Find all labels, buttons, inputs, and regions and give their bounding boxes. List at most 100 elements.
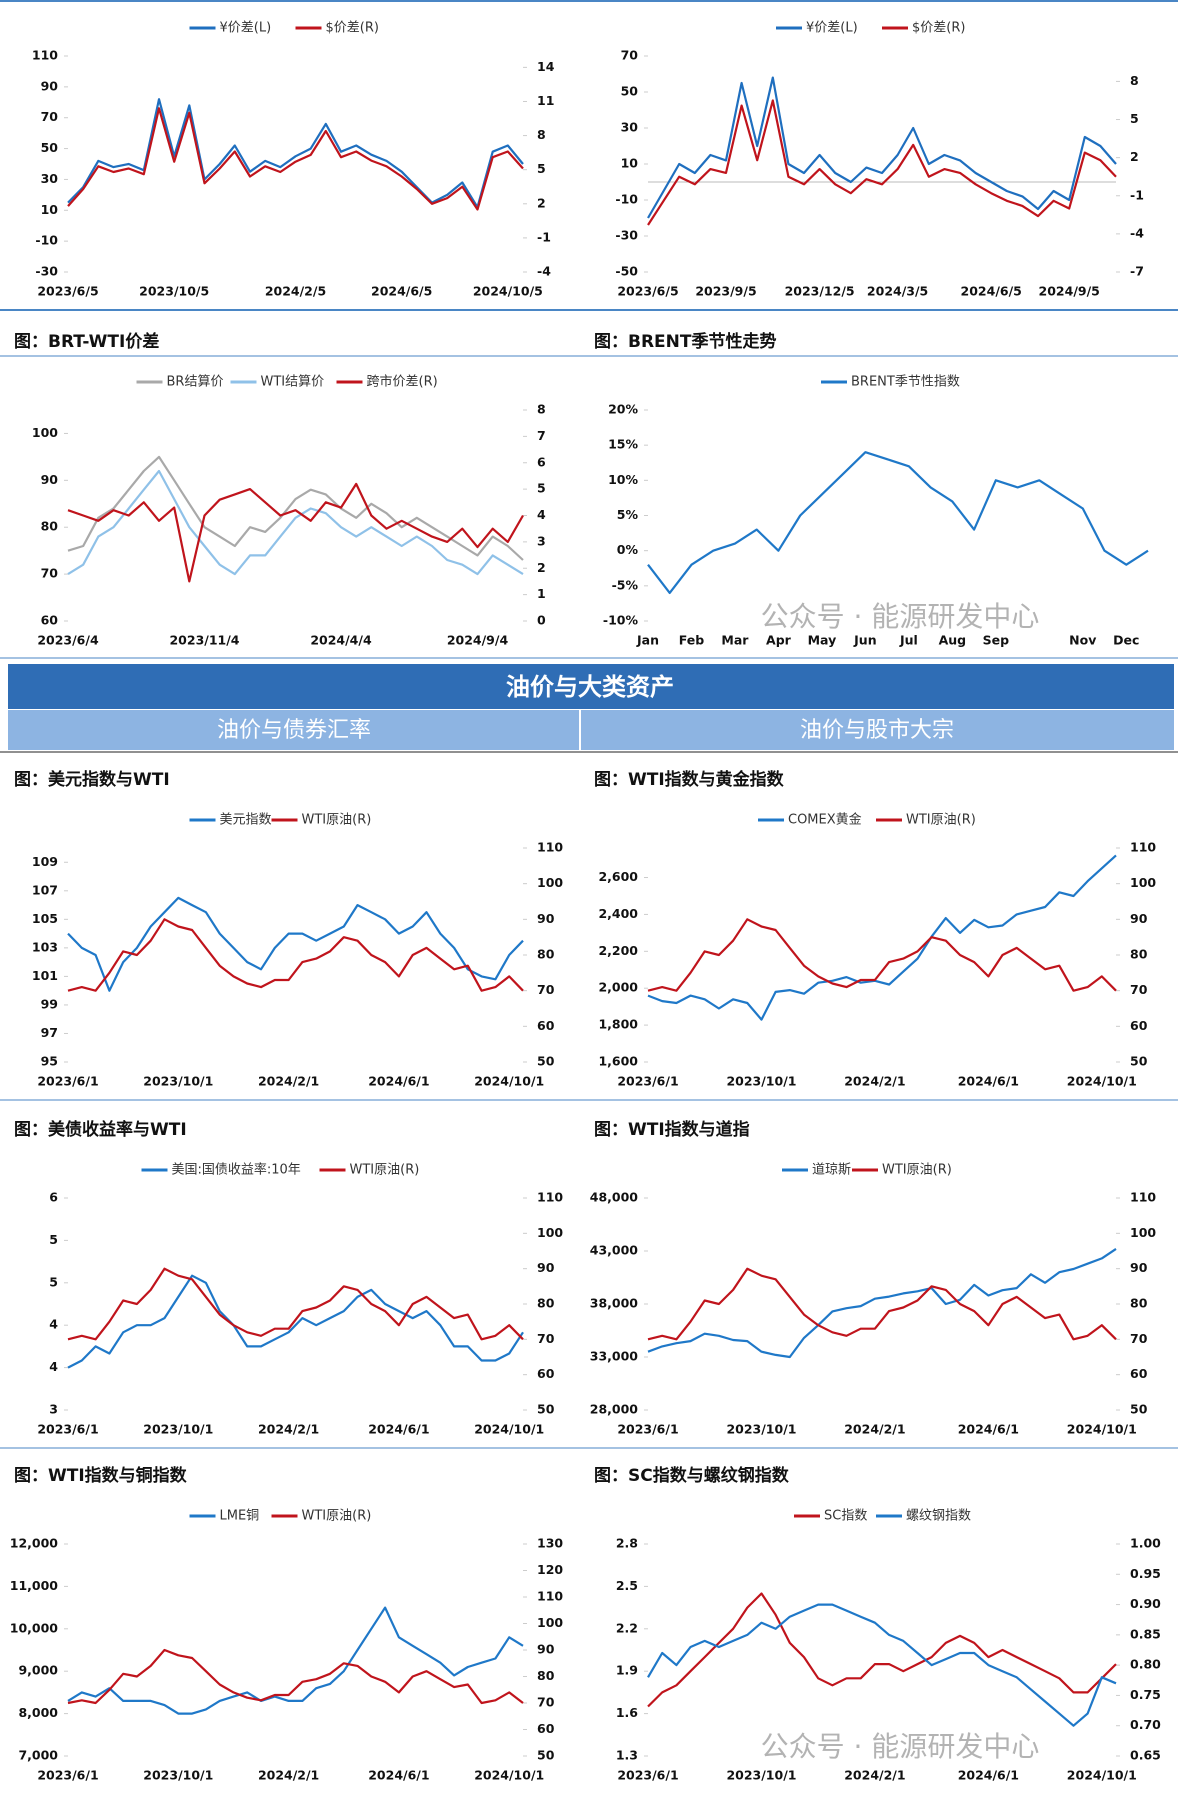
y2-tick-label: 120 <box>537 1562 563 1577</box>
series-line <box>67 1648 524 1705</box>
y2-tick-label: 60 <box>537 1721 555 1736</box>
series-line <box>67 1274 524 1369</box>
y-tick-label: -30 <box>615 228 638 243</box>
y2-tick-label: 5 <box>1130 111 1139 126</box>
y2-tick-label: 2 <box>537 560 546 575</box>
x-tick-label: 2024/9/5 <box>1039 284 1100 299</box>
y-tick-label: 10 <box>621 156 639 171</box>
y2-tick-label: 100 <box>537 1615 563 1630</box>
tab[interactable] <box>8 710 579 750</box>
y2-tick-label: 90 <box>1130 1260 1148 1275</box>
y-tick-label: 5% <box>617 507 639 522</box>
y2-tick-label: 50 <box>537 1402 555 1417</box>
x-tick-label: 2023/6/1 <box>617 1768 678 1783</box>
y-tick-label: 1,600 <box>598 1054 638 1069</box>
series-line <box>647 1267 1117 1341</box>
y2-tick-label: 50 <box>537 1748 555 1763</box>
x-tick-label: Jun <box>853 633 876 648</box>
y2-tick-label: 100 <box>1130 875 1156 890</box>
series-line <box>647 76 1117 219</box>
y-tick-label: 2,400 <box>598 906 638 921</box>
tab[interactable] <box>581 710 1174 750</box>
y-tick-label: 70 <box>621 48 639 63</box>
y-tick-label: -30 <box>35 264 58 279</box>
y-tick-label: 30 <box>41 171 59 186</box>
series-line <box>67 896 524 992</box>
x-tick-label: 2024/2/1 <box>844 1768 905 1783</box>
y2-tick-label: 80 <box>1130 1296 1148 1311</box>
y-tick-label: 28,000 <box>590 1402 639 1417</box>
series-line <box>67 918 524 992</box>
tab-label[interactable]: 油价与股市大宗 <box>800 718 954 743</box>
y2-tick-label: -1 <box>537 229 551 244</box>
section-band <box>8 664 1174 709</box>
x-tick-label: 2024/2/1 <box>844 1074 905 1089</box>
series-line <box>67 107 524 211</box>
y2-tick-label: 7 <box>537 428 546 443</box>
legend-label: $价差(R) <box>326 21 379 36</box>
y-tick-label: 20% <box>608 402 638 417</box>
y-tick-label: 38,000 <box>590 1296 639 1311</box>
chart-title: 图：BRENT季节性走势 <box>594 331 776 352</box>
x-tick-label: May <box>808 633 837 648</box>
y2-tick-label: 0.95 <box>1130 1566 1161 1581</box>
chart-title: 图：美元指数与WTI <box>14 769 170 790</box>
y2-tick-label: 60 <box>1130 1366 1148 1381</box>
y-tick-label: 6 <box>49 1190 58 1205</box>
x-tick-label: 2023/9/5 <box>695 284 756 299</box>
y2-tick-label: 0 <box>537 613 546 628</box>
y-tick-label: 105 <box>32 911 58 926</box>
watermark: 公众号 · 能源研发中心 <box>761 1730 1040 1763</box>
chart-title: 图：SC指数与螺纹钢指数 <box>594 1465 790 1486</box>
y-tick-label: 90 <box>41 472 59 487</box>
x-tick-label: 2023/6/1 <box>37 1422 98 1437</box>
y-tick-label: 70 <box>41 109 59 124</box>
x-tick-label: 2024/3/5 <box>867 284 928 299</box>
x-tick-label: 2023/6/1 <box>37 1074 98 1089</box>
series-line <box>67 1606 524 1715</box>
series-line <box>647 99 1117 226</box>
y-tick-label: 90 <box>41 78 59 93</box>
x-tick-label: 2023/6/4 <box>37 633 99 648</box>
y2-tick-label: 100 <box>1130 1225 1156 1240</box>
y2-tick-label: 0.70 <box>1130 1717 1161 1732</box>
y-tick-label: -10 <box>615 192 638 207</box>
y-tick-label: 110 <box>32 48 58 63</box>
x-tick-label: 2024/10/1 <box>474 1768 544 1783</box>
y2-tick-label: 0.85 <box>1130 1626 1161 1641</box>
y2-tick-label: 8 <box>1130 73 1139 88</box>
y2-tick-label: 11 <box>537 93 554 108</box>
legend-label: BRENT季节性指数 <box>851 375 960 390</box>
y2-tick-label: -7 <box>1130 264 1144 279</box>
y2-tick-label: 60 <box>537 1018 555 1033</box>
x-tick-label: 2024/6/1 <box>368 1074 429 1089</box>
series-line <box>647 1603 1117 1727</box>
y-tick-label: 50 <box>41 140 59 155</box>
legend-label: ¥价差(L) <box>220 21 272 36</box>
tab-label[interactable]: 油价与债券汇率 <box>217 718 371 743</box>
legend-label: WTI原油(R) <box>906 813 976 828</box>
y-tick-label: 4 <box>49 1359 58 1374</box>
y-tick-label: 30 <box>621 120 639 135</box>
legend-label: 道琼斯 <box>812 1163 851 1178</box>
y2-tick-label: 110 <box>537 840 563 855</box>
y-tick-label: 80 <box>41 519 59 534</box>
series-line <box>647 918 1117 992</box>
y-tick-label: 10,000 <box>10 1620 59 1635</box>
legend-label: 跨市价差(R) <box>367 374 438 390</box>
chart-title: 图：WTI指数与道指 <box>594 1119 750 1140</box>
x-tick-label: 2023/10/1 <box>143 1768 213 1783</box>
x-tick-label: Sep <box>983 633 1009 648</box>
y-tick-label: 12,000 <box>10 1536 59 1551</box>
x-tick-label: 2024/2/1 <box>844 1422 905 1437</box>
x-tick-label: 2024/6/1 <box>368 1422 429 1437</box>
y2-tick-label: 2 <box>1130 149 1139 164</box>
x-tick-label: 2023/6/5 <box>37 284 98 299</box>
y-tick-label: 95 <box>41 1054 58 1069</box>
y2-tick-label: 80 <box>537 947 555 962</box>
y-tick-label: 7,000 <box>18 1748 58 1763</box>
x-tick-label: 2023/10/1 <box>726 1422 796 1437</box>
y2-tick-label: 0.65 <box>1130 1748 1161 1763</box>
y2-tick-label: 70 <box>1130 982 1148 997</box>
legend-label: ¥价差(L) <box>806 21 858 36</box>
